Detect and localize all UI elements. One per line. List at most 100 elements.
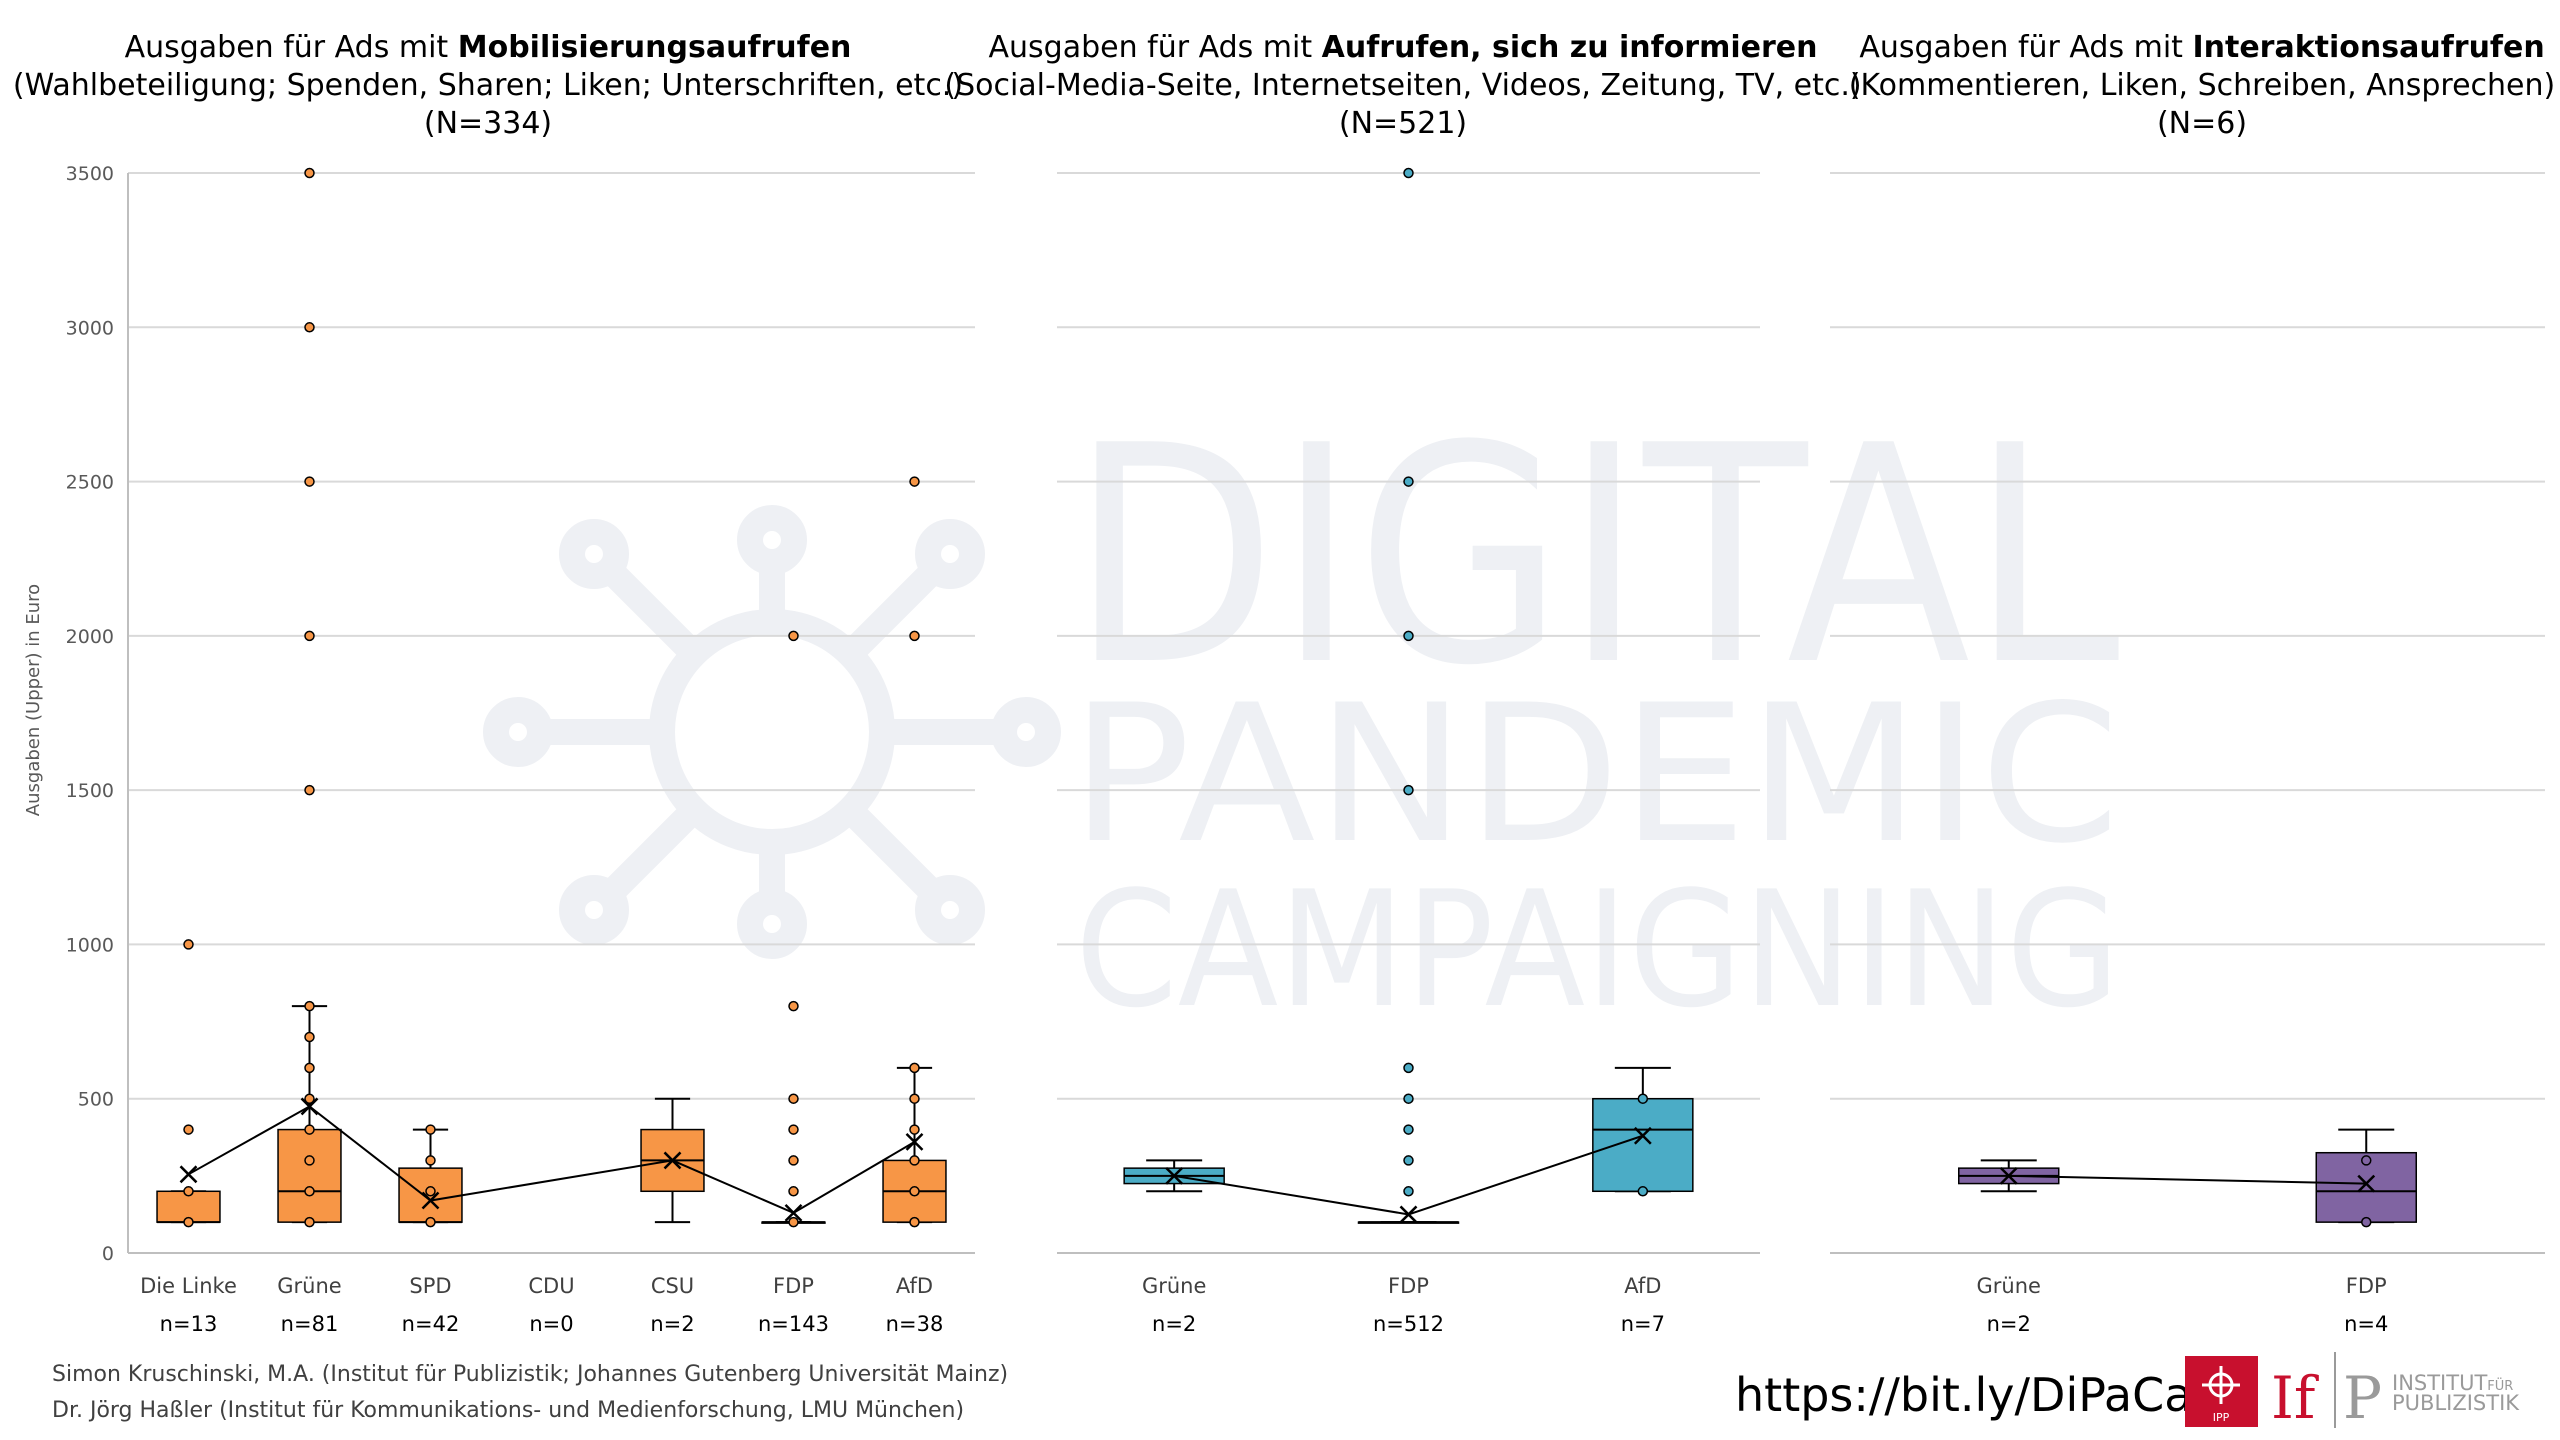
- watermark: DIGITAL PANDEMIC CAMPAIGNING: [483, 382, 2121, 1043]
- data-point: [1403, 476, 1414, 487]
- category-count-label: n=7: [1621, 1312, 1665, 1336]
- category-count-label: n=0: [529, 1312, 573, 1336]
- panel-3-n-total: (N=6): [2157, 106, 2247, 141]
- data-point: [909, 1093, 920, 1104]
- watermark-line1: DIGITAL: [1070, 382, 2121, 731]
- data-point: [909, 476, 920, 487]
- data-point: [1403, 1062, 1414, 1074]
- chart-panel-1: 0 500 1000 1500 2000 2500 3000 3500 Die Linke n=1…: [66, 163, 975, 1336]
- data-point: [909, 1124, 920, 1135]
- panel-3-title: Ausgaben für Ads mit Interaktionsaufrufe…: [1859, 30, 2544, 65]
- data-point: [425, 1216, 436, 1228]
- chart-panel-2: Grüne n=2 FDP n=512 AfD n=7: [1057, 167, 1760, 1336]
- data-point: [304, 1062, 315, 1074]
- ifp-logo-if: If: [2271, 1364, 2319, 1432]
- mean-marker: [179, 1165, 198, 1184]
- x-category-label: Grüne: [1142, 1274, 1206, 1298]
- data-point: [425, 1124, 436, 1135]
- mean-marker: [1165, 1166, 1184, 1185]
- mean-line: [2008, 1174, 2367, 1185]
- y-tick-label: 2000: [66, 626, 114, 648]
- data-point: [304, 1124, 315, 1135]
- x-category-label: FDP: [773, 1274, 814, 1298]
- data-point: [304, 1093, 315, 1104]
- project-url[interactable]: https://bit.ly/DiPaCa: [1735, 1368, 2192, 1422]
- data-point: [304, 784, 315, 796]
- box-fdp: [761, 630, 826, 1228]
- data-point: [1403, 167, 1414, 179]
- data-point: [2361, 1155, 2372, 1166]
- y-tick-label: 500: [78, 1089, 114, 1111]
- x-category-label: Grüne: [277, 1274, 341, 1298]
- panel-2-title: Ausgaben für Ads mit Aufrufen, sich zu i…: [988, 30, 1817, 65]
- panel-2-n-total: (N=521): [1339, 106, 1467, 141]
- data-point: [1403, 784, 1414, 796]
- virus-watermark-icon: [483, 505, 1061, 959]
- data-point: [909, 1155, 920, 1166]
- data-point: [788, 1186, 799, 1197]
- data-point: [304, 1031, 315, 1043]
- data-point: [909, 1216, 920, 1228]
- data-point: [1637, 1093, 1649, 1104]
- data-point: [304, 167, 315, 179]
- data-point: [425, 1155, 436, 1166]
- y-tick-label: 3500: [66, 163, 114, 185]
- data-point: [788, 1000, 799, 1012]
- x-category-label: Die Linke: [140, 1274, 237, 1298]
- mean-line: [1174, 1134, 1644, 1216]
- x-category-label: FDP: [2346, 1274, 2387, 1298]
- data-point: [304, 1186, 315, 1197]
- mean-line: [188, 1105, 916, 1215]
- data-point: [304, 1155, 315, 1166]
- box-afd: [1592, 1066, 1694, 1197]
- data-point: [909, 630, 920, 642]
- mean-marker: [784, 1204, 803, 1222]
- mean-marker: [1633, 1126, 1652, 1145]
- publizistik-label: PUBLIZISTIK: [2392, 1391, 2520, 1415]
- credit-line-1: Simon Kruschinski, M.A. (Institut für Pu…: [52, 1362, 1008, 1387]
- y-tick-label: 2500: [66, 472, 114, 494]
- mean-marker: [300, 1097, 319, 1116]
- x-category-label: AfD: [896, 1274, 933, 1298]
- mean-marker: [2357, 1174, 2376, 1193]
- box-fdp: [2315, 1128, 2417, 1228]
- x-category-label: Grüne: [1977, 1274, 2041, 1298]
- panel-1-subtitle: (Wahlbeteiligung; Spenden, Sharen; Liken…: [13, 68, 963, 103]
- data-point: [1403, 1124, 1414, 1135]
- y-tick-label: 1000: [66, 934, 114, 956]
- ipp-emblem-icon: [2202, 1366, 2240, 1404]
- category-count-label: n=38: [886, 1312, 944, 1336]
- data-point: [183, 1124, 194, 1135]
- box-spd: [398, 1124, 463, 1228]
- data-point: [788, 1093, 799, 1104]
- data-point: [304, 1000, 315, 1012]
- data-point: [1403, 1093, 1414, 1104]
- category-count-label: n=2: [650, 1312, 694, 1336]
- panel-3-header: Ausgaben für Ads mit Interaktionsaufrufe…: [1849, 30, 2555, 141]
- ifp-logo: If P INSTITUTFÜR PUBLIZISTIK: [2271, 1352, 2520, 1432]
- mean-marker: [421, 1191, 440, 1210]
- panel-1-title: Ausgaben für Ads mit Mobilisierungsaufru…: [125, 30, 852, 65]
- mean-marker: [1999, 1166, 2018, 1185]
- category-count-label: n=13: [160, 1312, 218, 1336]
- x-category-label: FDP: [1388, 1274, 1429, 1298]
- data-point: [2361, 1216, 2372, 1228]
- data-point: [304, 322, 315, 333]
- category-count-label: n=4: [2344, 1312, 2388, 1336]
- box-iqr: [1592, 1097, 1694, 1193]
- data-point: [909, 1186, 920, 1197]
- credit-line-2: Dr. Jörg Haßler (Institut für Kommunikat…: [52, 1398, 964, 1423]
- box-iqr: [277, 1128, 342, 1223]
- data-point: [1403, 630, 1414, 642]
- ipp-logo-text: IPP: [2213, 1411, 2230, 1424]
- mean-marker: [905, 1133, 924, 1151]
- box-grüne: [277, 167, 342, 1228]
- data-point: [788, 630, 799, 642]
- chart-panel-3: Grüne n=2 FDP n=4: [1830, 172, 2545, 1336]
- category-count-label: n=2: [1152, 1312, 1196, 1336]
- watermark-line2: PANDEMIC: [1070, 664, 2120, 885]
- x-category-label: CDU: [528, 1274, 574, 1298]
- box-die-linke: [156, 939, 221, 1228]
- data-point: [1403, 1155, 1414, 1166]
